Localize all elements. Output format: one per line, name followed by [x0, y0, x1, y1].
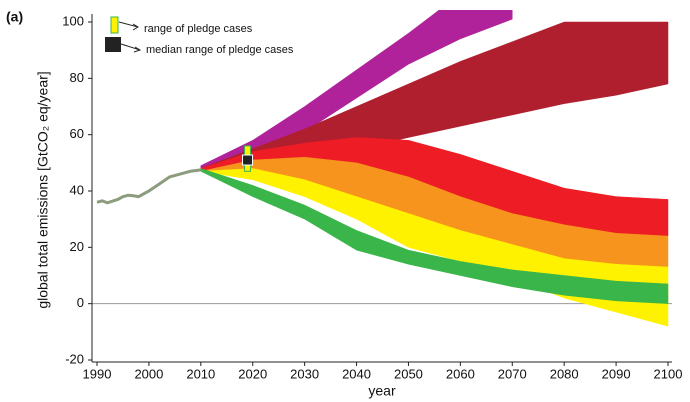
y-tick-label: 100: [62, 13, 84, 28]
legend-label: median range of pledge cases: [146, 44, 294, 56]
y-tick-label: -20: [65, 351, 84, 366]
x-tick-label: 1990: [83, 366, 112, 381]
legend-arrow: [118, 21, 139, 31]
band: [200, 168, 669, 304]
x-axis-title: year: [368, 383, 396, 399]
y-tick-label: 20: [70, 239, 84, 254]
legend-range-icon: [110, 16, 119, 34]
y-tick-label: 40: [70, 182, 84, 197]
y-tick-label: 60: [70, 126, 84, 141]
x-tick-label: 2100: [654, 366, 683, 381]
legend-arrow: [120, 43, 142, 53]
y-tick-label: 0: [77, 295, 84, 310]
y-tick-label: 80: [70, 70, 84, 85]
x-tick-label: 2040: [342, 366, 371, 381]
x-tick-label: 2000: [134, 366, 163, 381]
plot-area: [92, 10, 672, 327]
x-tick-label: 2010: [186, 366, 215, 381]
x-tick-label: 2070: [498, 366, 527, 381]
panel-label: (a): [6, 9, 23, 25]
x-tick-label: 2030: [290, 366, 319, 381]
x-tick-label: 2090: [602, 366, 631, 381]
x-tick-label: 2050: [394, 366, 423, 381]
x-tick-label: 2060: [446, 366, 475, 381]
history-line: [96, 168, 202, 205]
pledge-median: [242, 154, 254, 166]
legend: range of pledge cases median range of pl…: [118, 21, 294, 56]
x-tick-label: 2080: [550, 366, 579, 381]
legend-median-icon: [105, 37, 121, 52]
legend-label: range of pledge cases: [144, 23, 253, 35]
y-axis-title: global total emissions [GtCO₂ eq/year]: [35, 71, 51, 308]
x-tick-label: 2020: [238, 366, 267, 381]
